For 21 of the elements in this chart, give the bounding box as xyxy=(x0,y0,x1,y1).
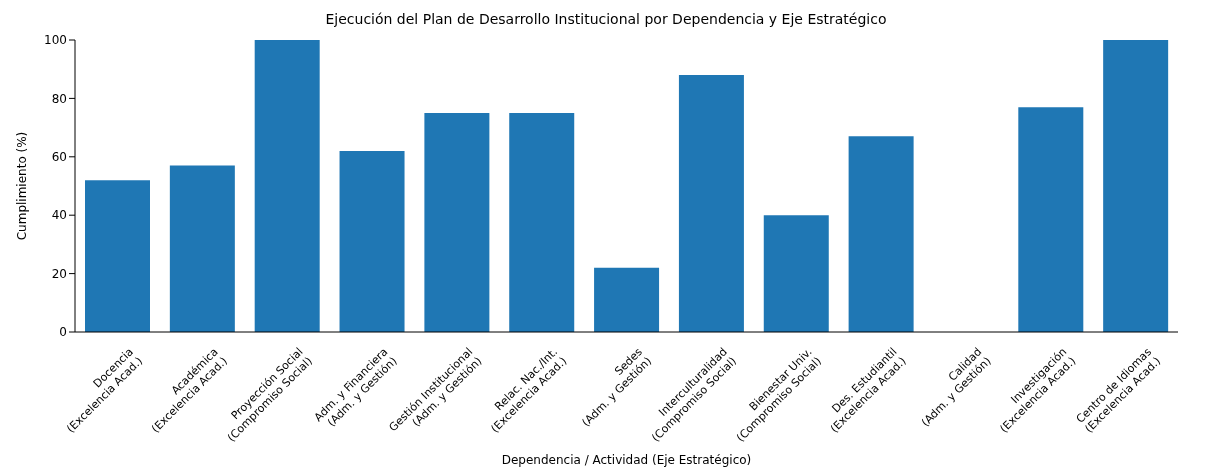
y-axis-title: Cumplimiento (%) xyxy=(15,131,30,241)
y-tick-label: 0 xyxy=(59,325,67,340)
y-tick-label: 60 xyxy=(51,150,67,165)
bar xyxy=(848,136,914,332)
y-tick-label: 80 xyxy=(51,91,67,106)
bar xyxy=(1103,40,1169,332)
bar xyxy=(254,40,320,332)
chart-title: Ejecución del Plan de Desarrollo Institucional por Dependencia y Eje Estratégico xyxy=(324,10,888,29)
bar xyxy=(678,75,744,332)
bar xyxy=(763,215,829,332)
bar xyxy=(1018,107,1084,332)
bar xyxy=(594,267,660,332)
bar xyxy=(169,165,235,332)
y-tick-label: 100 xyxy=(44,33,67,48)
y-tick-label: 20 xyxy=(51,266,67,281)
bar xyxy=(509,113,575,332)
bar xyxy=(85,180,150,332)
bar xyxy=(424,113,490,332)
y-tick-label: 40 xyxy=(51,208,67,223)
x-axis-title: Dependencia / Actividad (Eje Estratégico) xyxy=(501,453,752,467)
bar xyxy=(339,150,405,332)
